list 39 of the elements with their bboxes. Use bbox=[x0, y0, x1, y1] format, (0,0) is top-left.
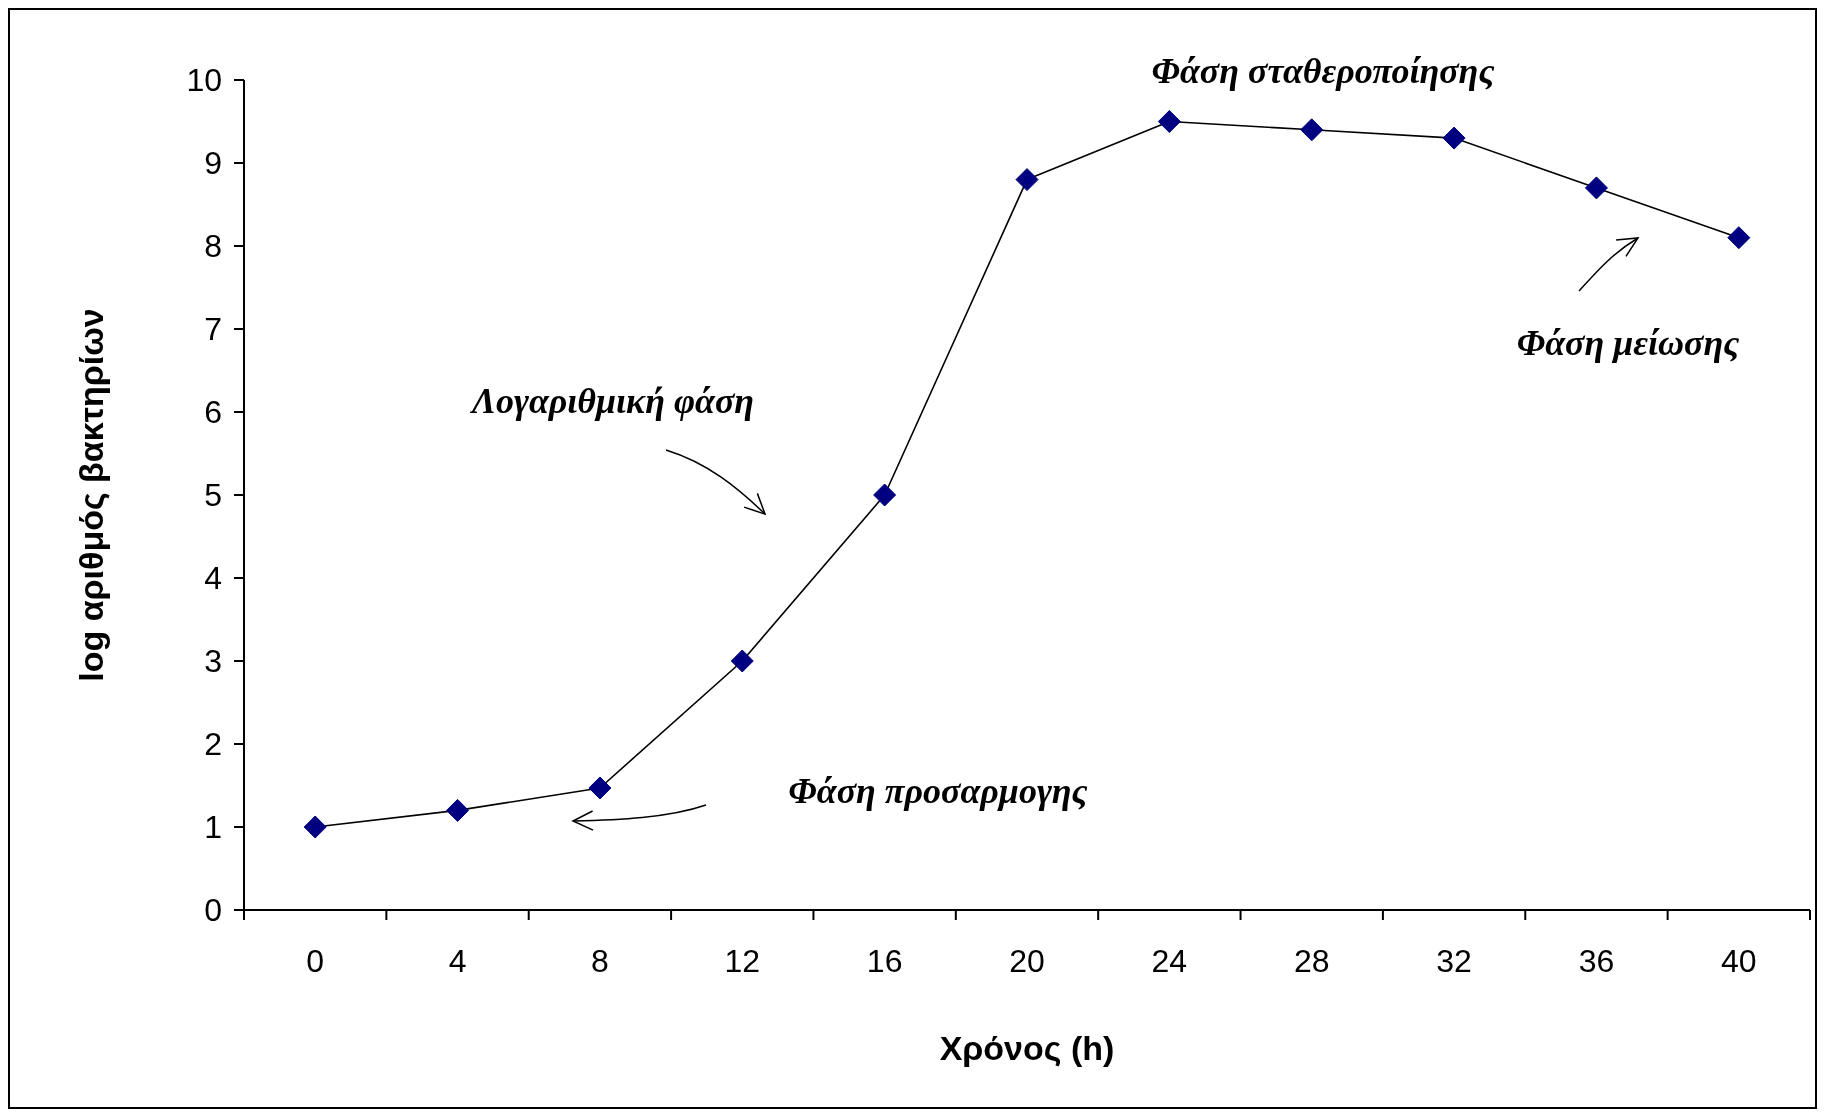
point bbox=[1727, 226, 1751, 250]
annotation: Λογαριθμική φάση bbox=[468, 380, 755, 421]
point bbox=[1442, 126, 1466, 150]
x-tick-label: 4 bbox=[448, 943, 467, 979]
point bbox=[730, 649, 754, 673]
x-tick-label: 0 bbox=[306, 943, 325, 979]
y-tick-label: 1 bbox=[204, 809, 222, 846]
point bbox=[1157, 110, 1181, 133]
point bbox=[1584, 176, 1608, 200]
y-axis-title: log αριθμός βακτηρίων bbox=[72, 308, 110, 682]
point bbox=[1015, 168, 1039, 192]
y-tick-label: 2 bbox=[204, 726, 222, 763]
y-tick-label: 10 bbox=[186, 62, 222, 99]
y-tick-label: 6 bbox=[204, 394, 222, 431]
y-tick-label: 3 bbox=[204, 643, 222, 680]
y-tick-label: 9 bbox=[204, 145, 222, 182]
annotation: Φάση προσαρμογης bbox=[788, 770, 1088, 811]
x-tick-label: 36 bbox=[1578, 943, 1615, 979]
point bbox=[446, 798, 470, 822]
x-tick-label: 16 bbox=[866, 943, 903, 979]
x-tick-label: 12 bbox=[724, 943, 761, 979]
point bbox=[588, 776, 612, 800]
x-tick-label: 20 bbox=[1009, 943, 1045, 979]
y-tick-label: 4 bbox=[204, 560, 222, 597]
point bbox=[873, 483, 897, 507]
x-tick-label: 40 bbox=[1721, 943, 1757, 979]
x-tick-label: 32 bbox=[1436, 943, 1472, 979]
x-tick-label: 28 bbox=[1293, 943, 1330, 979]
y-tick-label: 0 bbox=[204, 892, 222, 929]
x-tick-label: 8 bbox=[591, 943, 609, 979]
y-tick-label: 8 bbox=[204, 228, 222, 265]
annotation: Φάση σταθεροποίησης bbox=[1151, 50, 1495, 91]
y-tick-label: 7 bbox=[204, 311, 222, 348]
point bbox=[303, 815, 327, 839]
x-axis-title: Χρόνος (h) bbox=[939, 1029, 1115, 1067]
annotation: Φάση μείωσης bbox=[1516, 322, 1740, 363]
point bbox=[1300, 118, 1324, 142]
x-tick-label: 24 bbox=[1151, 943, 1188, 979]
y-tick-label: 5 bbox=[204, 477, 222, 514]
